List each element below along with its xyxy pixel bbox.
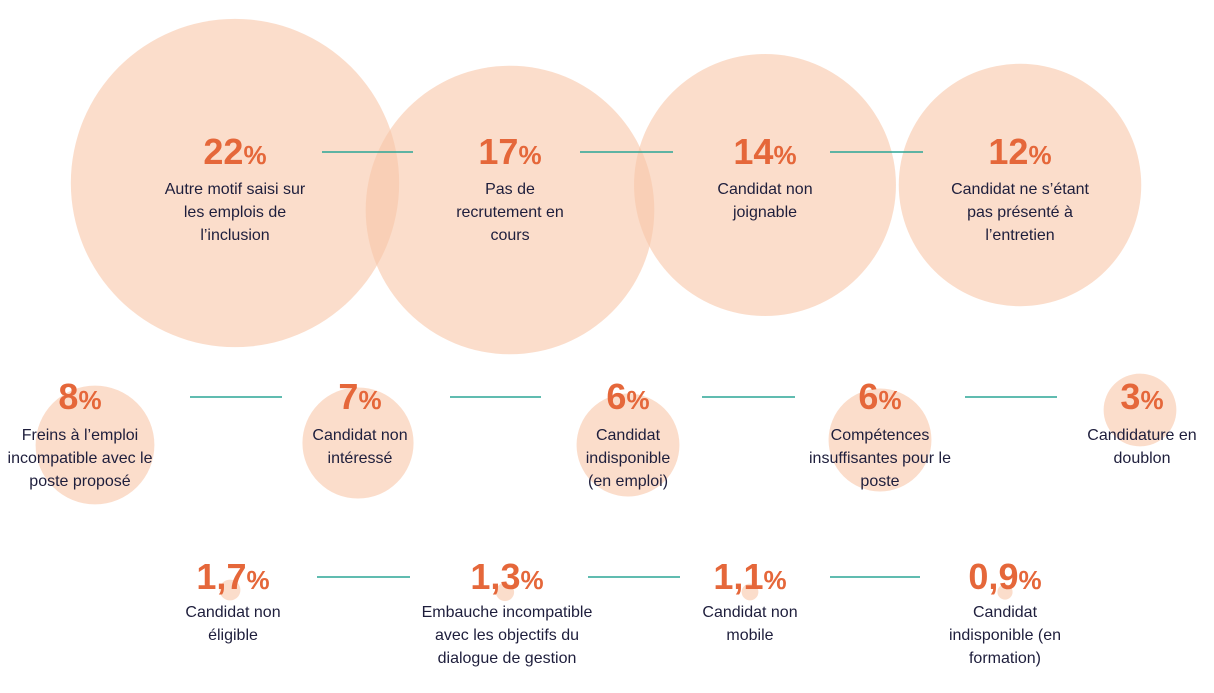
bubble xyxy=(828,388,932,492)
value-label: 8% xyxy=(58,376,102,417)
bubble xyxy=(634,54,896,316)
value-label: 12% xyxy=(988,131,1052,172)
bubble xyxy=(495,582,515,602)
value-label: 1,7% xyxy=(196,556,270,597)
bubble xyxy=(997,584,1013,600)
category-label: Candidat indisponible (en formation) xyxy=(948,604,1062,667)
category-label: Candidat non mobile xyxy=(702,604,798,644)
bubble xyxy=(741,583,759,601)
bubble xyxy=(576,393,680,497)
category-label: Candidature en doublon xyxy=(1087,427,1197,467)
category-label: Candidat ne s’étant pas présenté à l’ent… xyxy=(951,181,1089,244)
value-label: 22% xyxy=(203,131,267,172)
value-label: 6% xyxy=(606,376,650,417)
category-label: Candidat non intéressé xyxy=(312,427,408,467)
value-label: 14% xyxy=(733,131,797,172)
bubble xyxy=(70,18,400,348)
value-label: 7% xyxy=(338,376,382,417)
category-label: Candidat non joignable xyxy=(717,181,813,221)
bubble xyxy=(35,385,155,505)
bubble xyxy=(365,65,655,355)
value-label: 1,3% xyxy=(470,556,544,597)
bubble xyxy=(219,579,241,601)
category-label: Embauche incompatible avec les objectifs… xyxy=(421,604,593,667)
bubble xyxy=(898,63,1142,307)
category-label: Compétences insuffisantes pour le poste xyxy=(808,427,951,490)
value-label: 6% xyxy=(858,376,902,417)
bubble xyxy=(1103,373,1177,447)
category-label: Freins à l’emploi incompatible avec le p… xyxy=(7,427,153,490)
category-label: Candidat non éligible xyxy=(185,604,281,644)
value-label: 0,9% xyxy=(968,556,1042,597)
category-label: Autre motif saisi sur les emplois de l’i… xyxy=(164,181,306,244)
category-label: Candidat indisponible (en emploi) xyxy=(585,427,671,490)
value-label: 17% xyxy=(478,131,542,172)
bubble xyxy=(302,387,414,499)
value-label: 3% xyxy=(1120,376,1164,417)
value-label: 1,1% xyxy=(713,556,787,597)
category-label: Pas de recrutement en cours xyxy=(456,181,564,244)
